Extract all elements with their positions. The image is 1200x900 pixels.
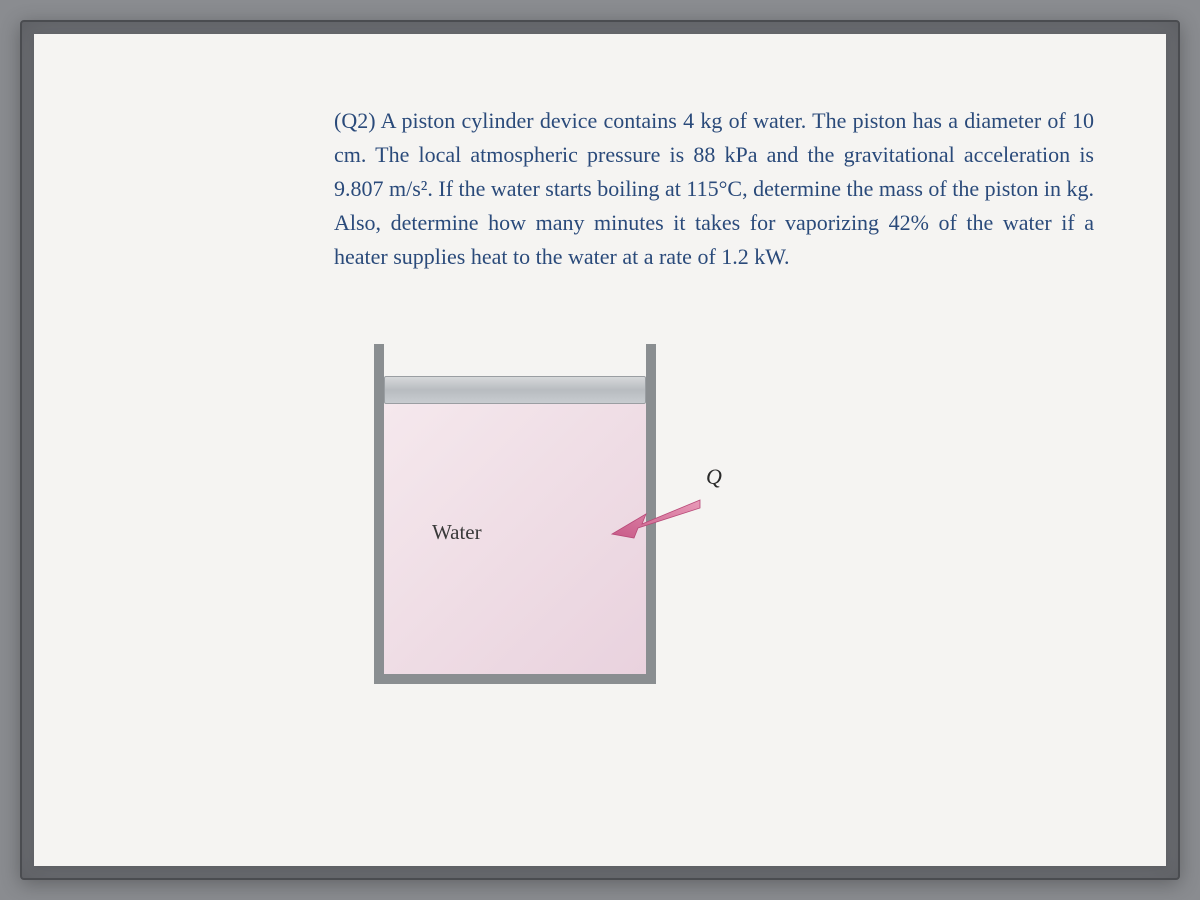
water-region (384, 404, 646, 674)
cylinder-wall-bottom (374, 674, 656, 684)
cylinder-wall-right (646, 344, 656, 684)
cylinder-wall-left (374, 344, 384, 684)
piston (384, 376, 646, 404)
content-wrap: (Q2) A piston cylinder device contains 4… (334, 104, 1094, 704)
question-text: (Q2) A piston cylinder device contains 4… (334, 104, 1094, 274)
document-page: (Q2) A piston cylinder device contains 4… (34, 34, 1166, 866)
water-label: Water (432, 520, 482, 545)
piston-cylinder-diagram: Water Q (374, 344, 1094, 704)
heat-label: Q (706, 464, 722, 490)
screen-border: (Q2) A piston cylinder device contains 4… (20, 20, 1180, 880)
